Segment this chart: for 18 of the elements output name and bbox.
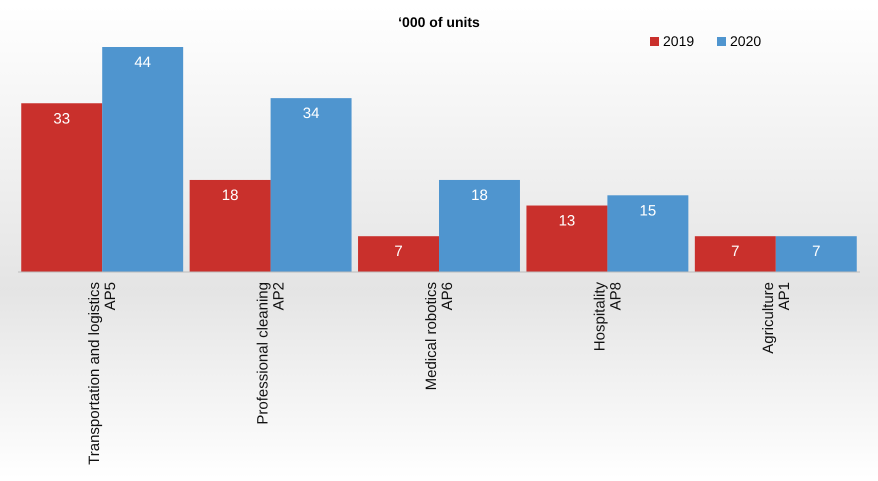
data-label: 33 bbox=[53, 110, 70, 128]
x-tick-label: Medical robotics AP6 bbox=[423, 282, 456, 390]
x-tick-label: Transportation and logistics AP5 bbox=[86, 282, 120, 465]
x-tick-label: Agriculture AP1 bbox=[760, 282, 793, 354]
data-label: 7 bbox=[731, 243, 740, 260]
data-label: 34 bbox=[302, 105, 320, 122]
data-label: 15 bbox=[640, 202, 656, 220]
data-label: 7 bbox=[394, 243, 403, 260]
legend-label: 2020 bbox=[730, 33, 762, 49]
chart-title: ‘000 of units bbox=[398, 14, 480, 30]
data-label: 18 bbox=[471, 186, 488, 204]
data-label: 7 bbox=[812, 243, 820, 260]
data-label: 18 bbox=[222, 186, 238, 204]
x-tick-label: Professional cleaning AP2 bbox=[254, 282, 288, 425]
data-label: 44 bbox=[134, 54, 152, 71]
x-tick-label: Hospitality AP8 bbox=[591, 282, 624, 352]
legend-label: 2019 bbox=[663, 33, 694, 49]
data-label: 13 bbox=[558, 212, 576, 230]
